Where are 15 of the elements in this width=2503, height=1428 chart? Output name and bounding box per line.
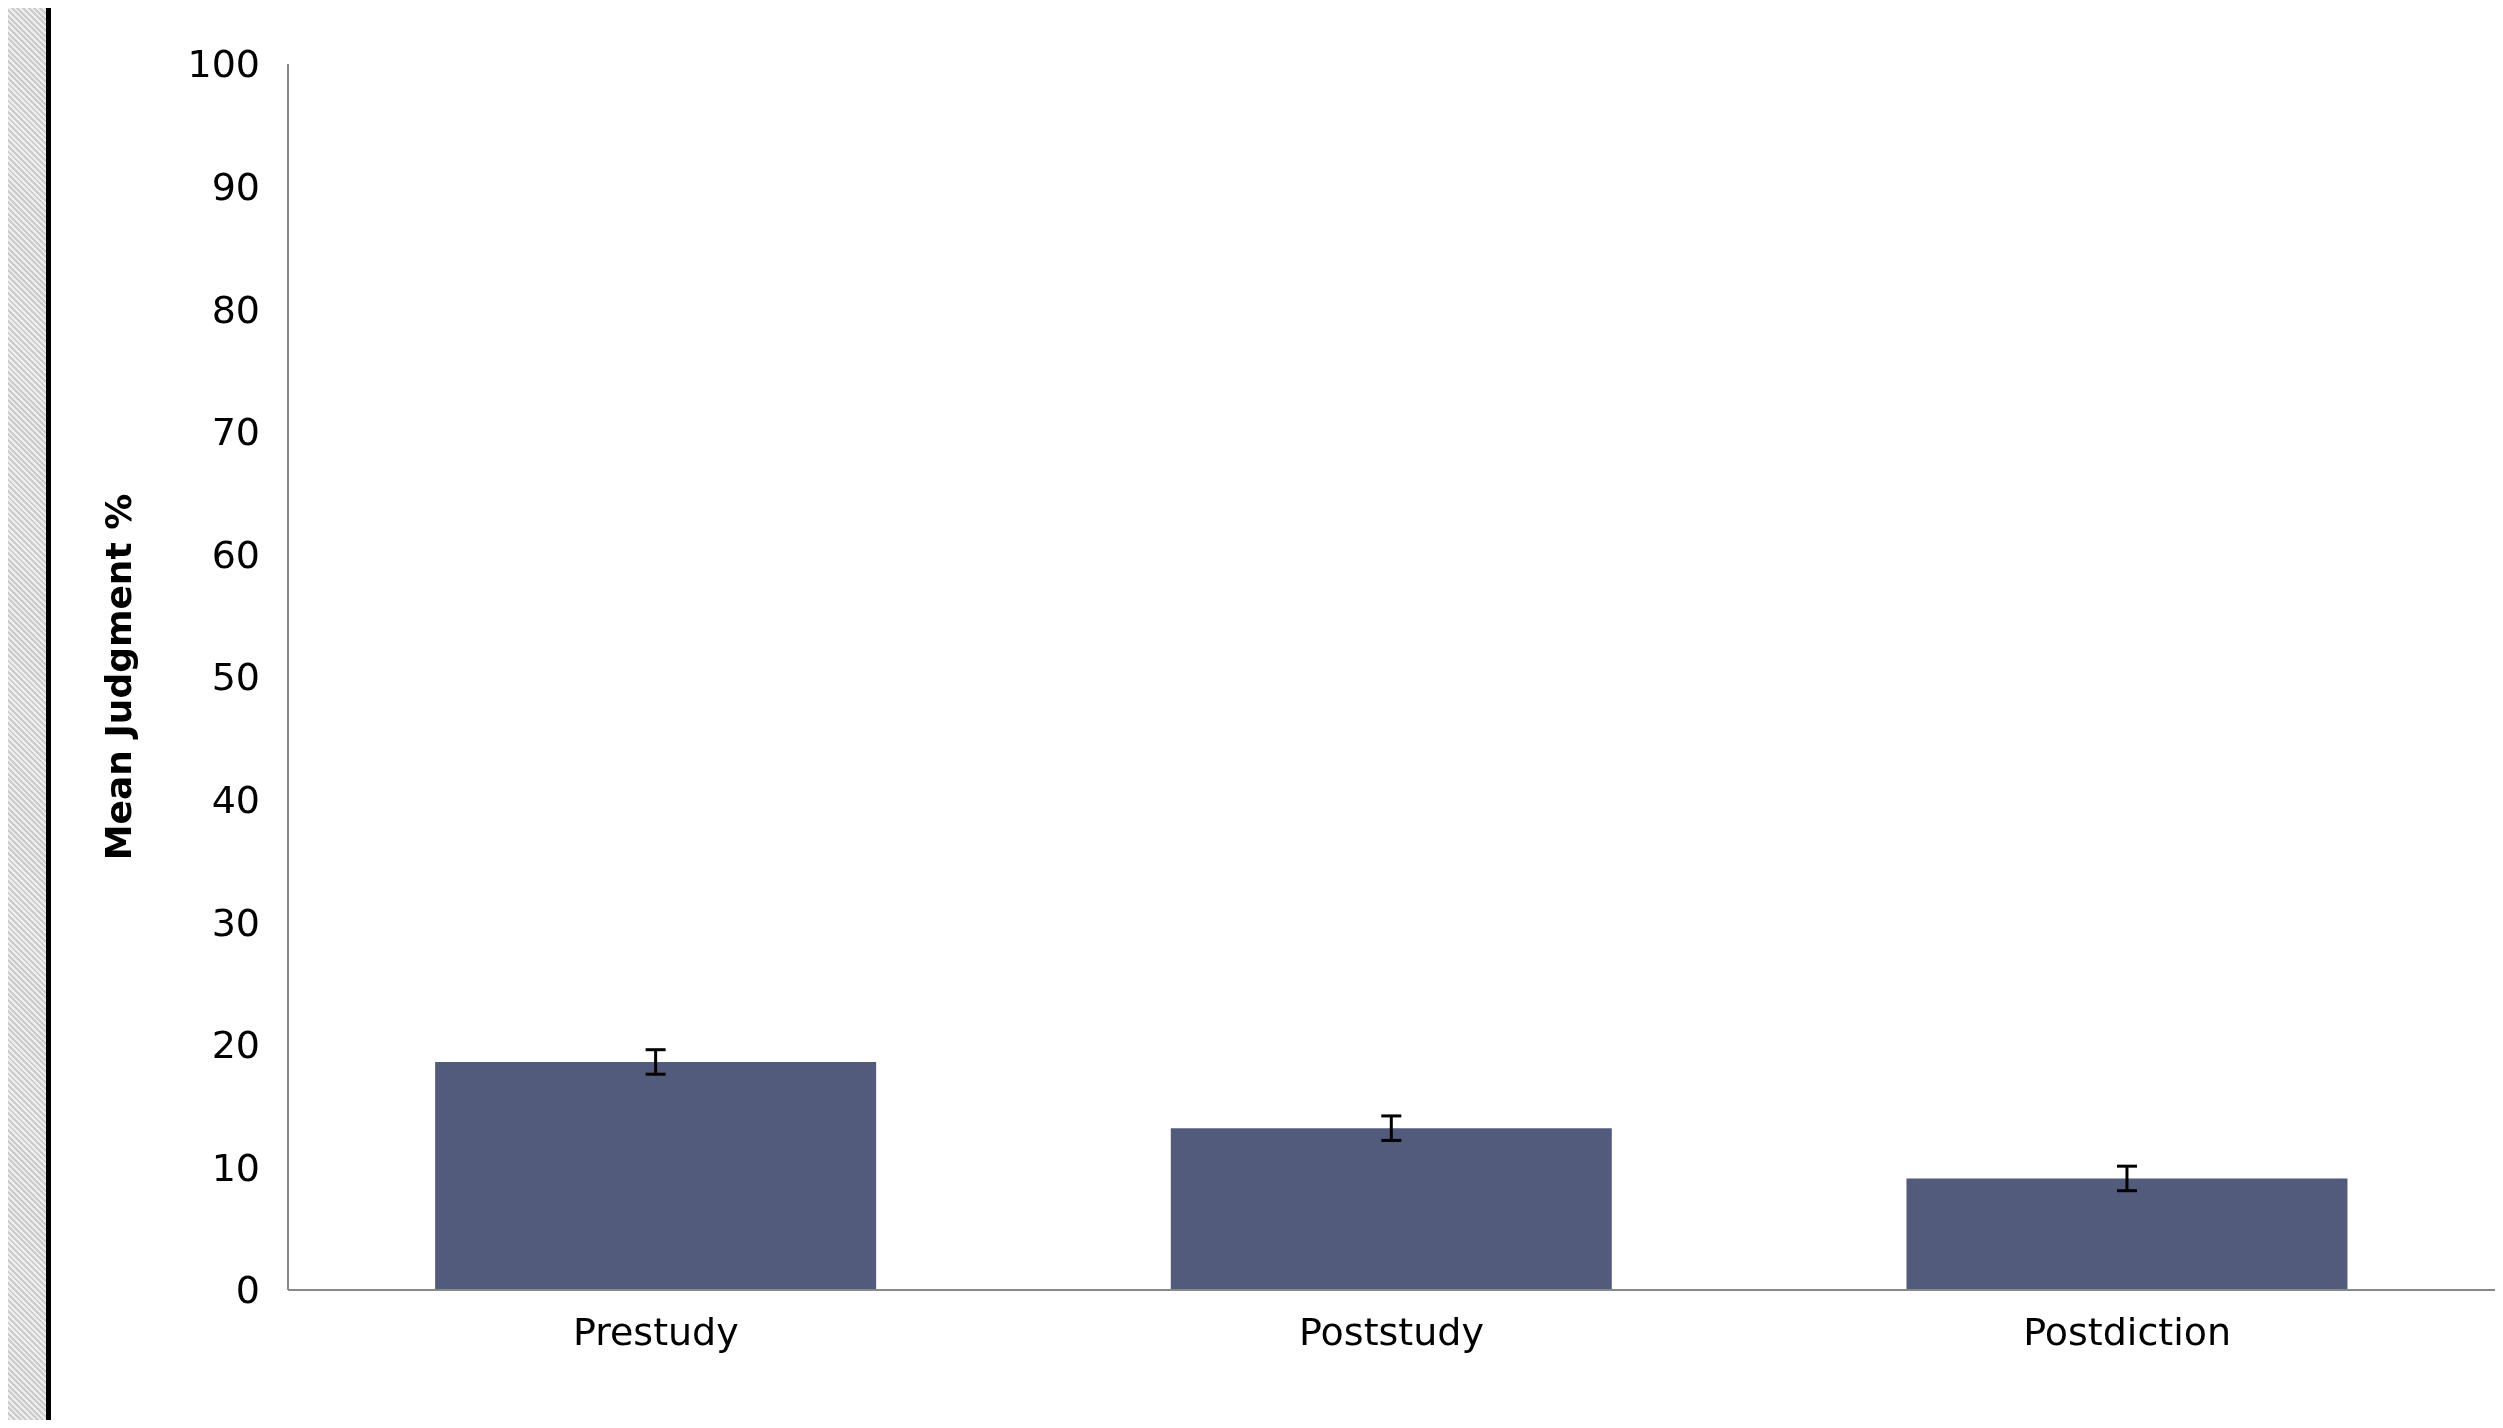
y-tick-label: 100 (187, 42, 260, 87)
y-tick-label: 10 (211, 1145, 260, 1190)
y-tick-label: 60 (211, 532, 260, 577)
y-tick-label: 20 (211, 1023, 260, 1068)
y-tick-label: 70 (211, 410, 260, 455)
y-tick-label: 80 (211, 287, 260, 332)
y-axis-title: Mean Judgment % (97, 493, 139, 861)
x-tick-label: Postdiction (2023, 1309, 2232, 1354)
x-tick-label: Poststudy (1299, 1309, 1484, 1354)
y-tick-label: 90 (211, 165, 260, 210)
y-tick-label: 40 (211, 778, 260, 823)
y-tick-label: 50 (211, 655, 260, 700)
y-tick-label: 0 (235, 1268, 260, 1313)
y-tick-label: 30 (211, 900, 260, 945)
x-tick-label: Prestudy (572, 1309, 739, 1354)
